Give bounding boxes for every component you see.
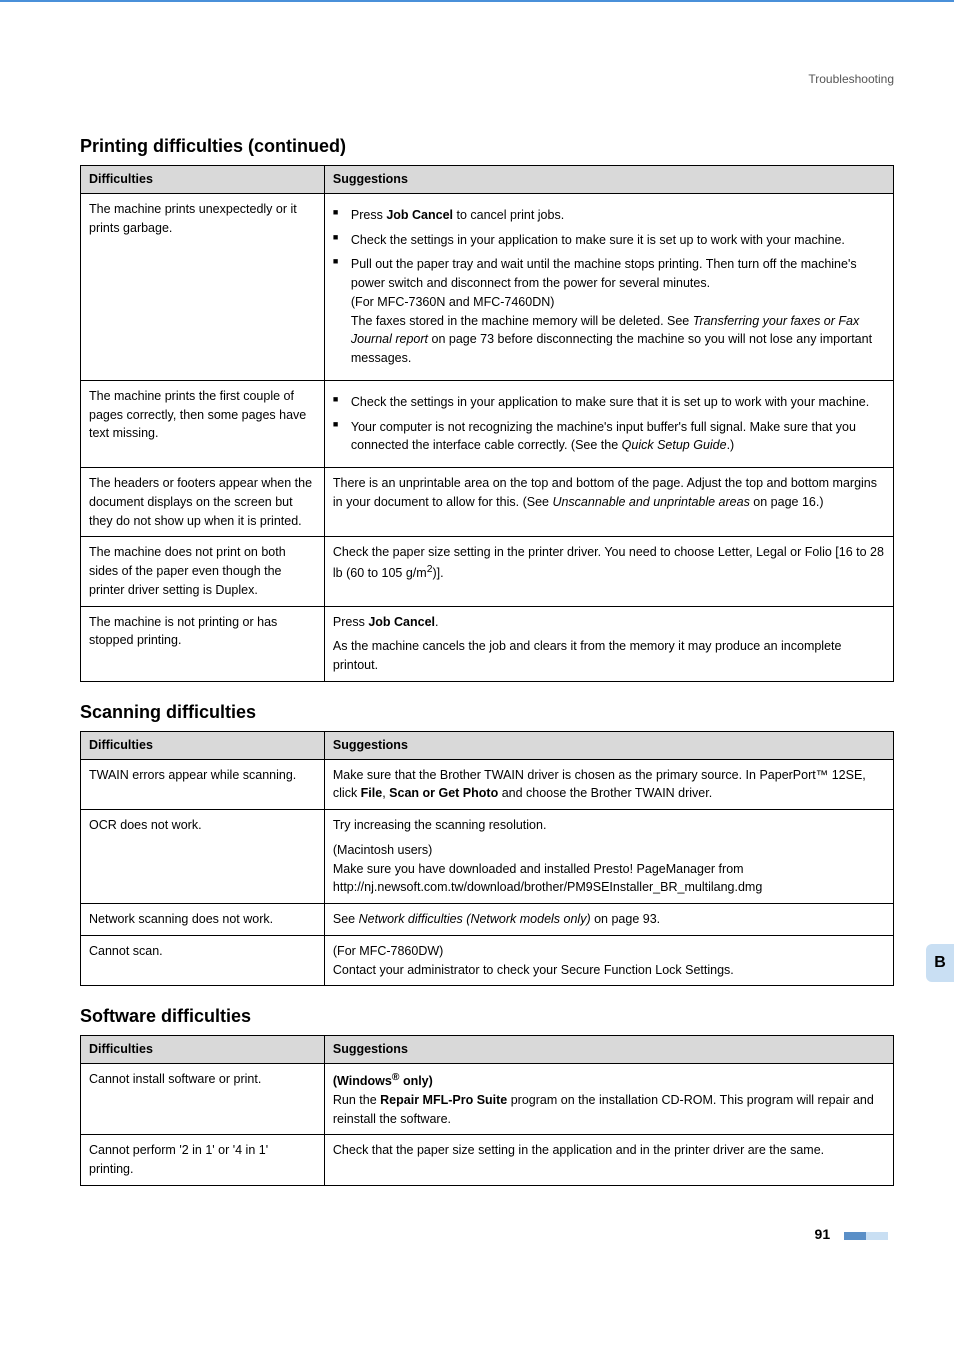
suggestion-cell: Press Job Cancel. As the machine cancels… bbox=[324, 606, 893, 681]
difficulty-cell: OCR does not work. bbox=[81, 810, 325, 904]
suggestion-cell: See Network difficulties (Network models… bbox=[324, 904, 893, 936]
table-row: Cannot perform '2 in 1' or '4 in 1' prin… bbox=[81, 1135, 894, 1186]
difficulty-cell: The machine prints unexpectedly or it pr… bbox=[81, 193, 325, 380]
difficulty-cell: TWAIN errors appear while scanning. bbox=[81, 759, 325, 810]
table-row: The machine does not print on both sides… bbox=[81, 537, 894, 606]
suggestion-cell: (For MFC-7860DW) Contact your administra… bbox=[324, 935, 893, 986]
col-header-difficulties: Difficulties bbox=[81, 166, 325, 194]
difficulty-cell: The machine is not printing or has stopp… bbox=[81, 606, 325, 681]
col-header-suggestions: Suggestions bbox=[324, 731, 893, 759]
suggestion-cell: Make sure that the Brother TWAIN driver … bbox=[324, 759, 893, 810]
software-table: Difficulties Suggestions Cannot install … bbox=[80, 1035, 894, 1186]
list-item: Check the settings in your application t… bbox=[333, 231, 885, 250]
section-title-printing: Printing difficulties (continued) bbox=[80, 136, 894, 157]
suggestion-cell: Check that the paper size setting in the… bbox=[324, 1135, 893, 1186]
difficulty-cell: The machine does not print on both sides… bbox=[81, 537, 325, 606]
breadcrumb: Troubleshooting bbox=[80, 72, 894, 86]
table-row: Cannot scan. (For MFC-7860DW) Contact yo… bbox=[81, 935, 894, 986]
difficulty-cell: Network scanning does not work. bbox=[81, 904, 325, 936]
table-row: OCR does not work. Try increasing the sc… bbox=[81, 810, 894, 904]
table-row: The headers or footers appear when the d… bbox=[81, 468, 894, 537]
section-title-scanning: Scanning difficulties bbox=[80, 702, 894, 723]
suggestion-cell: Check the settings in your application t… bbox=[324, 380, 893, 467]
col-header-suggestions: Suggestions bbox=[324, 1036, 893, 1064]
suggestion-cell: There is an unprintable area on the top … bbox=[324, 468, 893, 537]
table-row: The machine prints unexpectedly or it pr… bbox=[81, 193, 894, 380]
difficulty-cell: The headers or footers appear when the d… bbox=[81, 468, 325, 537]
page-decor-icon bbox=[844, 1227, 888, 1243]
table-row: The machine prints the first couple of p… bbox=[81, 380, 894, 467]
difficulty-cell: Cannot install software or print. bbox=[81, 1064, 325, 1135]
table-row: TWAIN errors appear while scanning. Make… bbox=[81, 759, 894, 810]
section-tab: B bbox=[926, 944, 954, 982]
difficulty-cell: Cannot perform '2 in 1' or '4 in 1' prin… bbox=[81, 1135, 325, 1186]
table-row: Network scanning does not work. See Netw… bbox=[81, 904, 894, 936]
col-header-difficulties: Difficulties bbox=[81, 1036, 325, 1064]
table-row: Cannot install software or print. (Windo… bbox=[81, 1064, 894, 1135]
col-header-difficulties: Difficulties bbox=[81, 731, 325, 759]
page-container: Troubleshooting Printing difficulties (c… bbox=[0, 2, 954, 1273]
scanning-table: Difficulties Suggestions TWAIN errors ap… bbox=[80, 731, 894, 987]
difficulty-cell: The machine prints the first couple of p… bbox=[81, 380, 325, 467]
suggestion-cell: (Windows® only) Run the Repair MFL-Pro S… bbox=[324, 1064, 893, 1135]
list-item: Press Job Cancel to cancel print jobs. bbox=[333, 206, 885, 225]
col-header-suggestions: Suggestions bbox=[324, 166, 893, 194]
difficulty-cell: Cannot scan. bbox=[81, 935, 325, 986]
printing-table: Difficulties Suggestions The machine pri… bbox=[80, 165, 894, 682]
table-row: The machine is not printing or has stopp… bbox=[81, 606, 894, 681]
suggestion-cell: Check the paper size setting in the prin… bbox=[324, 537, 893, 606]
page-number: 91 bbox=[80, 1226, 888, 1243]
suggestion-cell: Press Job Cancel to cancel print jobs. C… bbox=[324, 193, 893, 380]
list-item: Pull out the paper tray and wait until t… bbox=[333, 255, 885, 368]
list-item: Check the settings in your application t… bbox=[333, 393, 885, 412]
suggestion-cell: Try increasing the scanning resolution. … bbox=[324, 810, 893, 904]
list-item: Your computer is not recognizing the mac… bbox=[333, 418, 885, 456]
section-title-software: Software difficulties bbox=[80, 1006, 894, 1027]
